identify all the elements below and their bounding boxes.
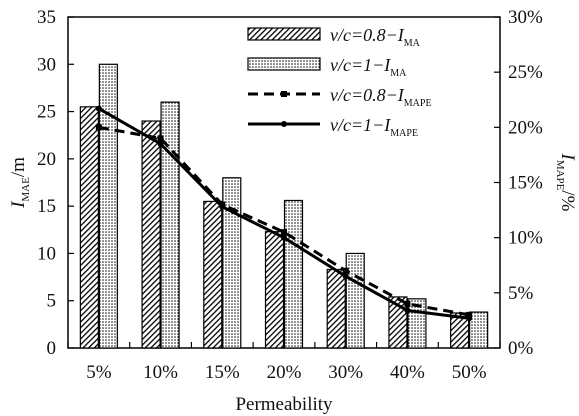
marker-circle: [95, 105, 102, 112]
bar-v1-ima: [345, 252, 365, 349]
bar-v1-ima: [283, 199, 304, 349]
x-tick-label: 30%: [328, 362, 363, 383]
marker-circle: [281, 234, 287, 241]
y-tick-label: 35: [37, 7, 56, 28]
y-tick-label: 5: [47, 291, 57, 312]
y2-tick-label: 5%: [508, 283, 534, 304]
x-tick-label: 20%: [267, 362, 302, 383]
bar-v08-ima: [203, 200, 223, 349]
y2-axis-title: IMAPE/%: [554, 153, 578, 212]
lines-layer: [95, 105, 473, 322]
y-tick-label: 20: [37, 149, 56, 170]
bar-v08-ima: [264, 231, 285, 349]
x-tick-label: 5%: [86, 362, 112, 383]
legend-marker: [281, 121, 287, 127]
marker-square: [466, 311, 473, 318]
y-axis-title: IMAE/m: [8, 157, 32, 209]
legend: v/c=0.8−IMA v/c=1−IMA v/c=0.8−IMAPE v/c=1−I…: [247, 25, 432, 139]
y-tick-label: 0: [47, 338, 57, 359]
legend-label: v/c=0.8−IMA: [330, 25, 421, 49]
y2-tick-label: 20%: [508, 117, 543, 138]
y-tick-label: 10: [37, 243, 56, 264]
x-tick-label: 50%: [452, 362, 487, 383]
marker-circle: [342, 273, 349, 280]
bar-v08-ima: [388, 296, 408, 349]
x-tick-label: 40%: [390, 362, 425, 383]
legend-label: v/c=0.8−IMAPE: [330, 85, 432, 109]
bar-v08-ima: [79, 106, 99, 349]
ticks-layer: 0 5 10 15 20 25 30 35 0% 5% 10% 15% 20% 25% 30% 5% 10% 15…: [37, 7, 543, 383]
x-tick-label: 10%: [143, 362, 178, 383]
y2-tick-label: 10%: [508, 228, 543, 249]
bar-v1-ima: [98, 63, 118, 349]
legend-label: v/c=1−IMA: [330, 55, 407, 79]
legend-label: v/c=1−IMAPE: [330, 115, 418, 139]
marker-square: [157, 135, 164, 142]
bar-v1-ima: [160, 101, 180, 349]
legend-swatch: [247, 27, 321, 41]
marker-circle: [466, 315, 473, 322]
y-tick-label: 15: [37, 196, 56, 217]
y-tick-label: 30: [37, 54, 56, 75]
bar-v1-ima: [222, 177, 242, 349]
x-tick-label: 15%: [205, 362, 240, 383]
bar-v08-ima: [141, 120, 161, 349]
marker-square: [404, 300, 411, 307]
marker-circle: [219, 203, 226, 210]
y-tick-label: 25: [37, 102, 56, 123]
marker-square: [342, 267, 349, 274]
marker-square: [95, 124, 102, 131]
legend-marker: [281, 91, 287, 97]
marker-circle: [157, 140, 164, 147]
y2-tick-label: 15%: [508, 173, 543, 194]
x-axis-title: Permeability: [235, 394, 333, 415]
marker-square: [281, 229, 287, 236]
bar-v1-ima: [469, 311, 489, 349]
y2-tick-label: 0%: [508, 338, 534, 359]
y2-tick-label: 30%: [508, 7, 543, 28]
y2-tick-label: 25%: [508, 62, 543, 83]
bar-v08-ima: [326, 268, 346, 349]
legend-swatch: [247, 57, 321, 71]
marker-circle: [404, 307, 411, 314]
